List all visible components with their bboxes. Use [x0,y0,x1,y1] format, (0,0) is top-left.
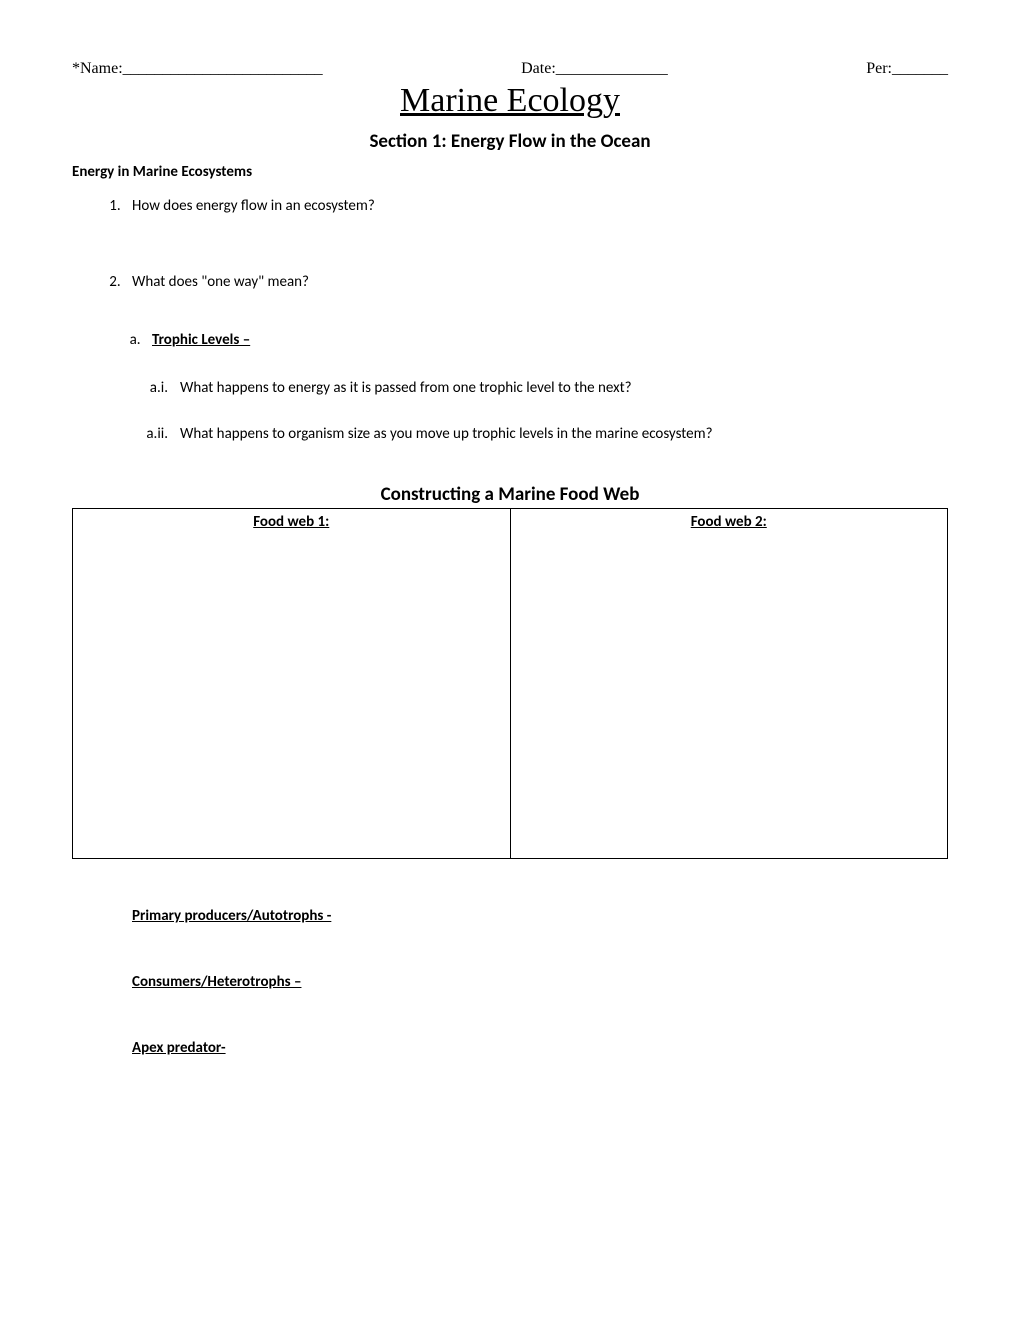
sub-list-roman: a.i. What happens to energy as it is pas… [72,379,948,443]
def-primary-producers: Primary producers/Autotrophs - [132,907,948,925]
period-field[interactable]: Per:_______ [866,60,948,78]
header-row: *Name:_________________________ Date:___… [72,60,948,78]
sub-list-a: Trophic Levels – [72,331,948,349]
aii-text: What happens to organism size as you mov… [180,425,713,443]
main-question-list: How does energy flow in an ecosystem? Wh… [72,197,948,291]
date-field[interactable]: Date:______________ [521,60,668,78]
ai-marker: a.i. [128,379,180,397]
foodweb-cell-2[interactable]: Food web 2: [510,509,948,859]
question-2: What does "one way" mean? [124,273,948,291]
name-field[interactable]: *Name:_________________________ [72,60,323,78]
question-ai: a.i. What happens to energy as it is pas… [128,379,948,397]
trophic-levels-label: Trophic Levels – [152,331,250,349]
foodweb2-header: Food web 2: [519,513,940,531]
question-aii: a.ii. What happens to organism size as y… [128,425,948,443]
sub-a-item: Trophic Levels – [144,331,948,349]
aii-marker: a.ii. [128,425,180,443]
foodweb-cell-1[interactable]: Food web 1: [73,509,511,859]
question-1: How does energy flow in an ecosystem? [124,197,948,215]
foodweb1-header: Food web 1: [81,513,502,531]
def-consumers: Consumers/Heterotrophs – [132,973,948,991]
ai-text: What happens to energy as it is passed f… [180,379,632,397]
definitions: Primary producers/Autotrophs - Consumers… [72,907,948,1057]
page-title: Marine Ecology [72,82,948,120]
foodweb-table: Food web 1: Food web 2: [72,508,948,859]
subsection-title: Energy in Marine Ecosystems [72,163,948,181]
worksheet-page: *Name:_________________________ Date:___… [0,0,1020,1117]
def-apex-predator: Apex predator- [132,1039,948,1057]
section-title: Section 1: Energy Flow in the Ocean [72,130,948,153]
constructing-title: Constructing a Marine Food Web [72,483,948,506]
